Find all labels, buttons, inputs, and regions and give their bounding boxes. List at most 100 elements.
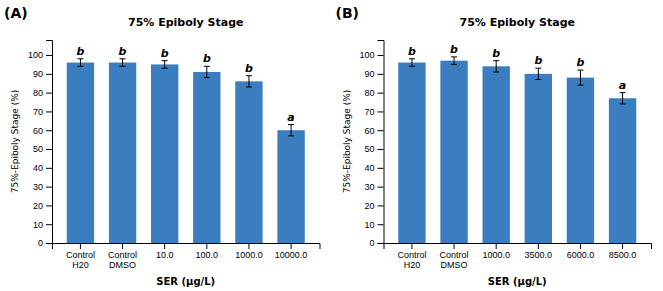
y-tick-label: 40 [33, 163, 43, 173]
y-tick-mark [378, 111, 384, 112]
x-tick-label: 1000.0 [482, 250, 510, 260]
bar [567, 78, 594, 243]
x-tick-label-line: Control [66, 250, 95, 260]
x-tick-mark [454, 243, 455, 249]
y-tick: 40 [33, 163, 52, 173]
x-tick: 10000.0 [275, 243, 308, 260]
x-tick-label-line: Control [397, 250, 426, 260]
y-tick: 70 [364, 107, 383, 117]
plot: bbbbbaControlH20ControlDMSO1000.03500.06… [342, 16, 652, 287]
x-tick-mark [622, 243, 623, 249]
y-tick-label: 100 [28, 50, 43, 60]
x-tick-label-line: H20 [404, 260, 421, 270]
bar [525, 74, 552, 243]
y-tick: 70 [33, 107, 52, 117]
y-tick-mark [46, 243, 52, 244]
x-tick-label-line: 10.0 [156, 250, 174, 260]
y-tick: 20 [364, 201, 383, 211]
y-tick-label: 90 [33, 69, 43, 79]
y-tick-label: 60 [33, 126, 43, 136]
y-tick-mark [378, 243, 384, 244]
x-tick: 1000.0 [482, 243, 510, 260]
x-tick-label-line: 6000.0 [567, 250, 595, 260]
panel-label: (B) [336, 5, 359, 21]
x-tick-label: 8500.0 [609, 250, 637, 260]
significance-letter: b [577, 56, 585, 69]
x-tick-mark [411, 243, 412, 249]
x-tick-mark [248, 243, 249, 249]
x-axis: ControlH20ControlDMSO1000.03500.06000.08… [384, 243, 652, 270]
error-bar [620, 93, 626, 104]
y-tick-mark [378, 93, 384, 94]
y-axis: 0102030405060708090100 [28, 41, 53, 249]
panel: bbbbbaControlH20ControlDMSO1000.03500.06… [336, 5, 652, 287]
y-tick-mark [378, 187, 384, 188]
marks [67, 59, 305, 243]
y-tick: 0 [369, 238, 383, 248]
y-tick: 90 [364, 69, 383, 79]
significance-letter: b [492, 47, 500, 60]
y-tick-mark [46, 74, 52, 75]
x-tick-label: ControlH20 [397, 250, 426, 270]
y-axis: 0102030405060708090100 [359, 41, 384, 249]
y-tick: 40 [364, 163, 383, 173]
x-tick: ControlH20 [397, 243, 426, 270]
marks [398, 57, 636, 243]
bar [67, 63, 94, 243]
y-tick-label: 50 [33, 144, 43, 154]
x-tick-label: ControlDMSO [108, 250, 137, 270]
x-tick-label-line: Control [440, 250, 469, 260]
y-tick-label: 30 [364, 182, 374, 192]
x-tick-label-line: DMSO [441, 260, 468, 270]
x-tick-label: 3500.0 [525, 250, 553, 260]
significance-letter: a [287, 111, 294, 124]
y-tick-mark [46, 187, 52, 188]
error-bar [120, 59, 126, 67]
chart: bbbbbaControlH20ControlDMSO10.0100.01000… [0, 0, 663, 291]
x-tick-label-line: 10000.0 [275, 250, 308, 260]
x-tick: ControlDMSO [440, 243, 469, 270]
error-bar [77, 59, 83, 67]
y-tick-label: 40 [364, 163, 374, 173]
y-tick: 50 [364, 144, 383, 154]
x-tick-mark [538, 243, 539, 249]
y-tick-mark [46, 55, 52, 56]
y-axis-title: 75%-Epiboly Stage (%) [342, 90, 352, 194]
x-tick-label-line: H20 [72, 260, 89, 270]
error-bar [288, 125, 294, 136]
x-tick: 8500.0 [609, 243, 637, 260]
y-tick-mark [378, 74, 384, 75]
bar [609, 98, 636, 243]
bar [193, 72, 220, 243]
y-tick-label: 10 [364, 220, 374, 230]
y-tick: 80 [364, 88, 383, 98]
y-tick: 60 [33, 126, 52, 136]
letters: bbbbba [408, 43, 626, 92]
y-tick-label: 80 [33, 88, 43, 98]
bar [277, 130, 304, 243]
x-tick-label-line: 100.0 [196, 250, 219, 260]
x-tick-label-line: DMSO [109, 260, 136, 270]
y-tick-label: 90 [364, 69, 374, 79]
x-axis-line [384, 244, 652, 250]
y-tick-mark [378, 149, 384, 150]
panel-label: (A) [4, 5, 28, 21]
significance-letter: b [119, 45, 127, 58]
significance-letter: b [408, 45, 416, 58]
x-tick-mark [496, 243, 497, 249]
error-bar [493, 61, 499, 72]
y-tick-mark [46, 111, 52, 112]
y-axis-line [378, 41, 385, 244]
error-bar [535, 68, 541, 79]
y-tick: 10 [364, 220, 383, 230]
x-tick-label-line: 1000.0 [482, 250, 510, 260]
y-tick-label: 10 [33, 220, 43, 230]
error-bar [246, 76, 252, 87]
bar [440, 61, 467, 243]
x-tick: ControlDMSO [108, 243, 137, 270]
plot: bbbbbaControlH20ControlDMSO10.0100.01000… [10, 16, 320, 287]
x-tick: 100.0 [196, 243, 219, 260]
x-tick-label: ControlH20 [66, 250, 95, 270]
x-tick-label-line: Control [108, 250, 137, 260]
error-bar [409, 59, 415, 67]
